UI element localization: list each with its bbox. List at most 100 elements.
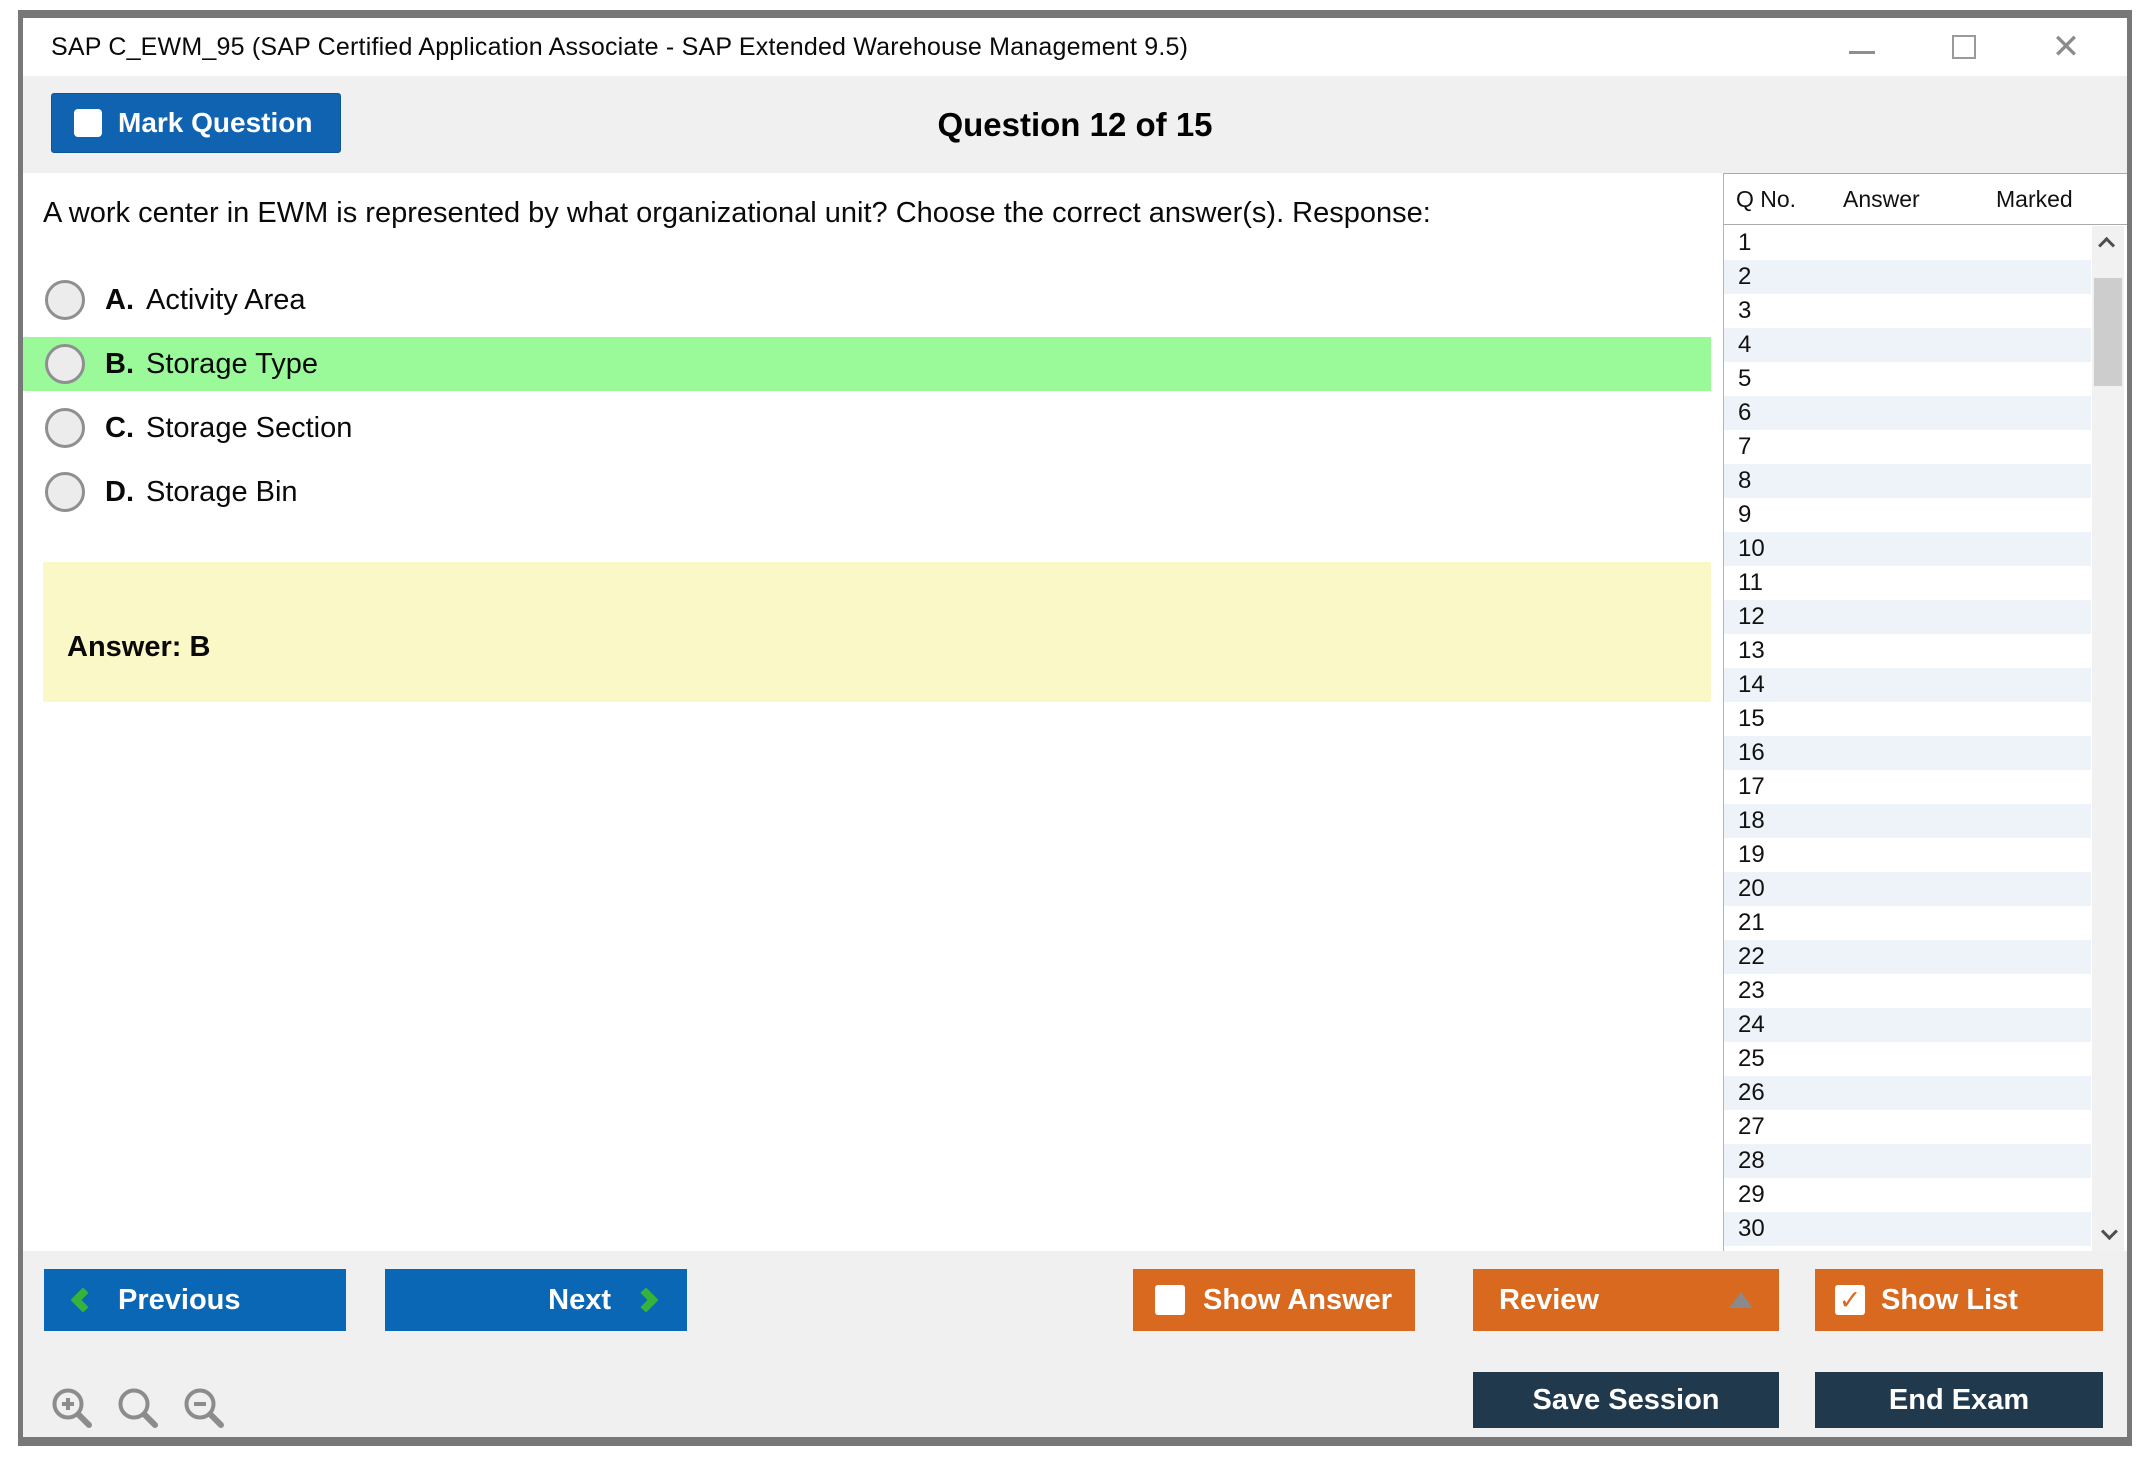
option-radio-d[interactable] bbox=[45, 472, 85, 512]
chevron-up-icon bbox=[2098, 236, 2116, 254]
option-label: Storage Type bbox=[146, 347, 318, 380]
footer-bar: Previous Next Show bbox=[23, 1251, 2127, 1437]
cell-qno: 8 bbox=[1738, 467, 1752, 494]
table-row[interactable]: 27 bbox=[1724, 1110, 2091, 1144]
zoom-reset-icon[interactable] bbox=[115, 1385, 161, 1431]
end-exam-button[interactable]: End Exam bbox=[1815, 1372, 2103, 1428]
cell-qno: 18 bbox=[1738, 807, 1765, 834]
question-list-rows: 1 2 3 4 5 6 7 8 9 10 11 12 13 14 15 16 17 18 19 20 21 22 23 24 2… bbox=[1724, 226, 2091, 1251]
table-row[interactable]: 30 bbox=[1724, 1212, 2091, 1246]
scroll-down-button[interactable] bbox=[2092, 1215, 2124, 1251]
table-row[interactable]: 25 bbox=[1724, 1042, 2091, 1076]
table-row[interactable]: 18 bbox=[1724, 804, 2091, 838]
column-answer: Answer bbox=[1843, 185, 1920, 212]
show-answer-checkbox[interactable] bbox=[1155, 1285, 1185, 1315]
option-radio-a[interactable] bbox=[45, 280, 85, 320]
table-row[interactable]: 4 bbox=[1724, 328, 2091, 362]
cell-qno: 14 bbox=[1738, 671, 1765, 698]
table-row[interactable]: 8 bbox=[1724, 464, 2091, 498]
table-row[interactable]: 19 bbox=[1724, 838, 2091, 872]
chevron-down-icon bbox=[2100, 1223, 2118, 1241]
title-bar: SAP C_EWM_95 (SAP Certified Application … bbox=[23, 18, 2127, 76]
table-row[interactable]: 21 bbox=[1724, 906, 2091, 940]
cell-qno: 24 bbox=[1738, 1011, 1765, 1038]
option-radio-c[interactable] bbox=[45, 408, 85, 448]
table-row[interactable]: 17 bbox=[1724, 770, 2091, 804]
scroll-up-button[interactable] bbox=[2092, 226, 2124, 262]
table-row[interactable]: 1 bbox=[1724, 226, 2091, 260]
zoom-in-icon[interactable] bbox=[49, 1385, 95, 1431]
table-row[interactable]: 22 bbox=[1724, 940, 2091, 974]
mark-question-button[interactable]: Mark Question bbox=[51, 93, 342, 153]
close-button[interactable]: ✕ bbox=[2051, 30, 2081, 64]
option-row-b[interactable]: B. Storage Type bbox=[23, 337, 1711, 391]
cell-qno: 23 bbox=[1738, 977, 1765, 1004]
table-row[interactable]: 20 bbox=[1724, 872, 2091, 906]
table-row[interactable]: 29 bbox=[1724, 1178, 2091, 1212]
table-row[interactable]: 14 bbox=[1724, 668, 2091, 702]
option-row-c[interactable]: C. Storage Section bbox=[23, 401, 1711, 455]
chevron-right-icon bbox=[633, 1287, 659, 1313]
review-button[interactable]: Review bbox=[1473, 1269, 1779, 1331]
option-label: Storage Section bbox=[146, 411, 353, 444]
option-row-a[interactable]: A. Activity Area bbox=[23, 273, 1711, 327]
next-label: Next bbox=[548, 1283, 611, 1316]
mark-question-checkbox[interactable] bbox=[74, 109, 102, 137]
show-answer-button[interactable]: Show Answer bbox=[1133, 1269, 1415, 1331]
table-row[interactable]: 23 bbox=[1724, 974, 2091, 1008]
table-row[interactable]: 26 bbox=[1724, 1076, 2091, 1110]
cell-qno: 30 bbox=[1738, 1215, 1765, 1242]
table-row[interactable]: 2 bbox=[1724, 260, 2091, 294]
previous-button[interactable]: Previous bbox=[44, 1269, 346, 1331]
next-button[interactable]: Next bbox=[385, 1269, 687, 1331]
option-row-d[interactable]: D. Storage Bin bbox=[23, 465, 1711, 519]
table-row[interactable]: 15 bbox=[1724, 702, 2091, 736]
header-bar: Question 12 of 15 Mark Question bbox=[23, 76, 2127, 173]
exam-app-window: SAP C_EWM_95 (SAP Certified Application … bbox=[18, 10, 2132, 1446]
question-area: A work center in EWM is represented by w… bbox=[23, 173, 1723, 1251]
table-row[interactable]: 10 bbox=[1724, 532, 2091, 566]
table-row[interactable]: 11 bbox=[1724, 566, 2091, 600]
show-answer-label: Show Answer bbox=[1203, 1283, 1393, 1316]
table-row[interactable]: 16 bbox=[1724, 736, 2091, 770]
review-label: Review bbox=[1499, 1283, 1599, 1316]
cell-qno: 22 bbox=[1738, 943, 1765, 970]
table-row[interactable]: 13 bbox=[1724, 634, 2091, 668]
cell-qno: 29 bbox=[1738, 1181, 1765, 1208]
show-list-button[interactable]: ✓ Show List bbox=[1815, 1269, 2103, 1331]
table-row[interactable]: 7 bbox=[1724, 430, 2091, 464]
zoom-controls bbox=[49, 1385, 227, 1431]
previous-label: Previous bbox=[118, 1283, 241, 1316]
table-row[interactable]: 5 bbox=[1724, 362, 2091, 396]
cell-qno: 28 bbox=[1738, 1147, 1765, 1174]
scrollbar[interactable] bbox=[2092, 226, 2124, 1251]
zoom-out-icon[interactable] bbox=[181, 1385, 227, 1431]
cell-qno: 10 bbox=[1738, 535, 1765, 562]
show-list-checkbox[interactable]: ✓ bbox=[1835, 1285, 1865, 1315]
cell-qno: 25 bbox=[1738, 1045, 1765, 1072]
cell-qno: 19 bbox=[1738, 841, 1765, 868]
cell-qno: 15 bbox=[1738, 705, 1765, 732]
minimize-button[interactable] bbox=[1847, 32, 1877, 62]
option-radio-b[interactable] bbox=[45, 344, 85, 384]
cell-qno: 5 bbox=[1738, 365, 1752, 392]
table-row[interactable]: 3 bbox=[1724, 294, 2091, 328]
table-row[interactable]: 24 bbox=[1724, 1008, 2091, 1042]
triangle-up-icon bbox=[1729, 1292, 1753, 1308]
cell-qno: 7 bbox=[1738, 433, 1752, 460]
cell-qno: 17 bbox=[1738, 773, 1765, 800]
table-row[interactable]: 28 bbox=[1724, 1144, 2091, 1178]
scrollbar-thumb[interactable] bbox=[2094, 278, 2122, 386]
options-list: A. Activity Area B. Storage Type C. Storage S… bbox=[23, 273, 1711, 529]
cell-qno: 4 bbox=[1738, 331, 1752, 358]
save-session-button[interactable]: Save Session bbox=[1473, 1372, 1779, 1428]
option-label: Activity Area bbox=[146, 283, 306, 316]
mark-question-label: Mark Question bbox=[118, 107, 313, 138]
end-exam-label: End Exam bbox=[1888, 1383, 2030, 1416]
maximize-button[interactable] bbox=[1949, 32, 1979, 62]
table-row[interactable]: 9 bbox=[1724, 498, 2091, 532]
column-qno: Q No. bbox=[1736, 185, 1797, 212]
table-row[interactable]: 12 bbox=[1724, 600, 2091, 634]
cell-qno: 20 bbox=[1738, 875, 1765, 902]
table-row[interactable]: 6 bbox=[1724, 396, 2091, 430]
